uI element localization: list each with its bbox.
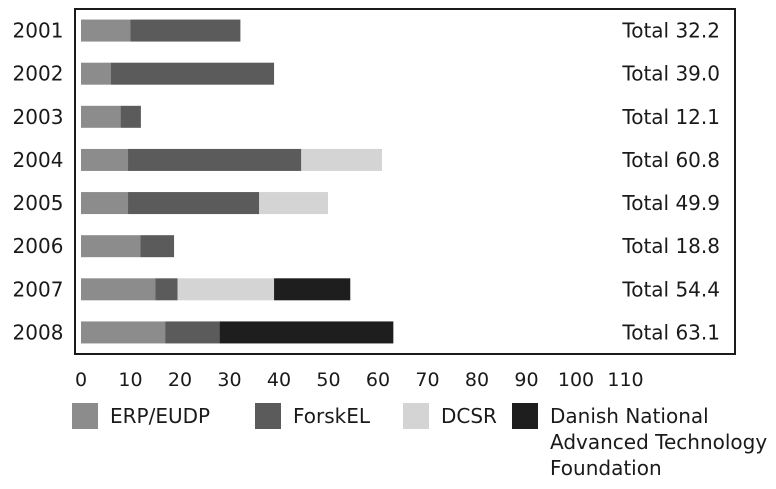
- total-label: Total 49.9: [621, 191, 720, 215]
- bar-2002-series-1: [110, 62, 275, 85]
- bar-2007-series-2: [177, 278, 275, 301]
- year-label: 2001: [13, 19, 64, 43]
- total-label: Total 54.4: [621, 277, 720, 301]
- legend-item-forskel: ForskEL: [255, 403, 370, 429]
- total-label: Total 63.1: [621, 320, 720, 344]
- total-label: Total 60.8: [621, 148, 720, 172]
- bar-2001-series-0: [81, 19, 131, 42]
- x-tick-label: 0: [75, 369, 87, 391]
- year-label: 2003: [13, 105, 64, 129]
- bar-2002-series-0: [81, 62, 111, 85]
- total-label: Total 32.2: [621, 19, 720, 43]
- bar-2008-series-3: [219, 321, 394, 344]
- year-label: 2006: [13, 234, 64, 258]
- year-label: 2007: [13, 277, 64, 301]
- total-label: Total 18.8: [621, 234, 720, 258]
- legend: ERP/EUDP ForskEL DCSR Danish National Ad…: [72, 403, 772, 483]
- x-ticks-group: 0 10 20 30 40 50 60 70 80 90 100 110: [75, 369, 644, 391]
- year-label: 2002: [13, 62, 64, 86]
- totals-group: Total 32.2 Total 39.0 Total 12.1 Total 60.8…: [621, 19, 720, 345]
- x-tick-label: 90: [514, 369, 538, 391]
- x-tick-label: 10: [118, 369, 142, 391]
- legend-swatch-forskel: [255, 403, 281, 429]
- bar-2003-series-1: [120, 105, 141, 128]
- legend-label-dcsr: DCSR: [441, 404, 497, 428]
- bars-group: [81, 19, 394, 344]
- bar-2007-series-0: [81, 278, 156, 301]
- legend-label-danish-national: Danish National Advanced Technology Foun…: [550, 404, 768, 480]
- bar-2008-series-0: [81, 321, 166, 344]
- year-labels-group: 2001 2002 2003 2004 2005 2006 2007 2008: [13, 19, 64, 345]
- year-label: 2005: [13, 191, 64, 215]
- bar-2005-series-0: [81, 192, 129, 215]
- bar-2005-series-2: [259, 192, 329, 215]
- bar-2004-series-2: [301, 148, 382, 171]
- legend-item-dcsr: DCSR: [403, 403, 497, 429]
- legend-swatch-dcsr: [403, 403, 429, 429]
- x-tick-label: 50: [316, 369, 340, 391]
- x-tick-label: 110: [607, 369, 643, 391]
- stacked-bar-chart: 2001 2002 2003 2004 2005 2006 2007 2008 Total 3…: [13, 8, 736, 391]
- bar-2003-series-0: [81, 105, 121, 128]
- x-tick-label: 80: [465, 369, 489, 391]
- bar-2006-series-0: [81, 235, 141, 258]
- bar-2004-series-1: [128, 148, 302, 171]
- bar-2006-series-1: [140, 235, 175, 258]
- bar-2001-series-1: [130, 19, 241, 42]
- legend-item-danish-national-advanced-technology-foundation: Danish National Advanced Technology Foun…: [512, 403, 767, 481]
- year-label: 2004: [13, 148, 64, 172]
- legend-swatch-erp-eudp: [72, 403, 98, 429]
- legend-label-forskel: ForskEL: [293, 404, 371, 428]
- x-tick-label: 60: [366, 369, 390, 391]
- total-label: Total 12.1: [621, 105, 720, 129]
- x-tick-label: 70: [415, 369, 439, 391]
- total-label: Total 39.0: [621, 62, 720, 86]
- bar-2007-series-3: [274, 278, 351, 301]
- x-tick-label: 30: [217, 369, 241, 391]
- x-tick-label: 100: [558, 369, 594, 391]
- year-label: 2008: [13, 320, 64, 344]
- bar-2005-series-1: [128, 192, 260, 215]
- bar-2007-series-1: [155, 278, 178, 301]
- plot-frame: [74, 8, 736, 355]
- bar-2004-series-0: [81, 148, 129, 171]
- x-tick-label: 20: [168, 369, 192, 391]
- x-tick-label: 40: [267, 369, 291, 391]
- legend-swatch-danish-national: [512, 403, 538, 429]
- bar-2008-series-1: [165, 321, 220, 344]
- legend-label-erp-eudp: ERP/EUDP: [110, 404, 211, 428]
- legend-item-erp-eudp: ERP/EUDP: [72, 403, 210, 429]
